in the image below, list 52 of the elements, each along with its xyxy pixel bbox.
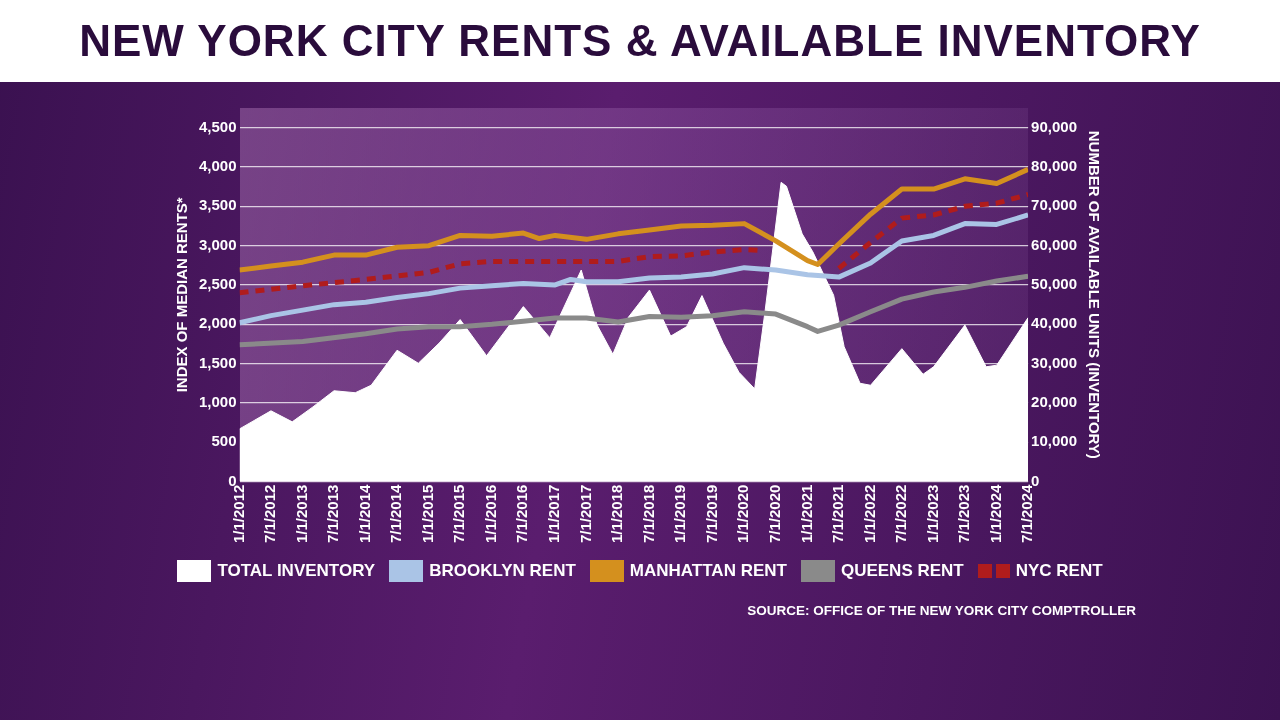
source-note: SOURCE: OFFICE OF THE NEW YORK CITY COMPTROLLER	[747, 603, 1136, 618]
y-axis-title: INDEX OF MEDIAN RENTS*	[173, 197, 191, 393]
x-tick-label: 1/1/2017	[545, 484, 563, 543]
legend-label: BROOKLYN RENT	[429, 561, 576, 581]
x-tick-label: 7/1/2019	[702, 484, 720, 543]
x-tick-label: 1/1/2022	[860, 484, 878, 543]
x-tick-label: 1/1/2016	[482, 484, 500, 543]
y-tick-label: 3,000	[198, 235, 237, 253]
y2-tick-label: 70,000	[1031, 196, 1078, 214]
y2-tick-label: 30,000	[1031, 353, 1078, 371]
x-tick-label: 7/1/2020	[765, 484, 783, 543]
y-tick-label: 3,500	[198, 196, 237, 214]
x-tick-label: 7/1/2013	[324, 484, 342, 543]
x-tick-label: 7/1/2022	[891, 484, 909, 543]
x-tick-label: 1/1/2020	[734, 484, 752, 543]
y-tick-label: 2,000	[198, 314, 237, 332]
y2-tick-label: 60,000	[1031, 235, 1078, 253]
x-tick-label: 7/1/2014	[387, 483, 405, 543]
x-tick-label: 1/1/2015	[419, 484, 437, 543]
y2-tick-label: 10,000	[1031, 432, 1078, 450]
legend-label: TOTAL INVENTORY	[217, 561, 376, 581]
x-tick-label: 7/1/2016	[513, 484, 531, 543]
y-tick-label: 2,500	[198, 275, 237, 293]
y2-tick-label: 0	[1031, 471, 1040, 489]
y-tick-label: 4,500	[198, 117, 237, 135]
y2-tick-label: 20,000	[1031, 393, 1078, 411]
y-tick-label: 500	[211, 432, 237, 450]
x-tick-label: 7/1/2021	[828, 484, 846, 543]
x-tick-label: 7/1/2017	[576, 484, 594, 543]
chart-title: NEW YORK CITY RENTS & AVAILABLE INVENTORY	[79, 16, 1201, 66]
y2-tick-label: 80,000	[1031, 157, 1078, 175]
x-tick-label: 7/1/2023	[955, 484, 973, 543]
x-tick-label: 1/1/2018	[608, 484, 626, 543]
y-tick-label: 1,500	[198, 353, 237, 371]
x-tick-label: 1/1/2019	[671, 484, 689, 543]
x-tick-label: 1/1/2023	[923, 484, 941, 543]
x-tick-label: 1/1/2021	[797, 484, 815, 543]
legend-label: MANHATTAN RENT	[629, 561, 787, 581]
legend-label: NYC RENT	[1015, 561, 1103, 581]
x-tick-label: 1/1/2013	[292, 484, 310, 543]
y2-tick-label: 40,000	[1031, 314, 1078, 332]
y2-tick-label: 90,000	[1031, 117, 1078, 135]
y-tick-label: 1,000	[198, 393, 237, 411]
legend-label: QUEENS RENT	[840, 561, 964, 581]
y2-tick-label: 50,000	[1031, 275, 1078, 293]
y2-axis-title: NUMBER OF AVAILABLE UNITS (INVENTORY)	[1085, 130, 1103, 459]
x-tick-label: 1/1/2024	[986, 483, 1004, 543]
x-tick-label: 7/1/2012	[261, 484, 279, 543]
x-tick-label: 7/1/2015	[450, 484, 468, 543]
x-tick-label: 1/1/2014	[355, 483, 373, 543]
y-tick-label: 4,000	[198, 157, 237, 175]
x-tick-label: 7/1/2018	[639, 484, 657, 543]
